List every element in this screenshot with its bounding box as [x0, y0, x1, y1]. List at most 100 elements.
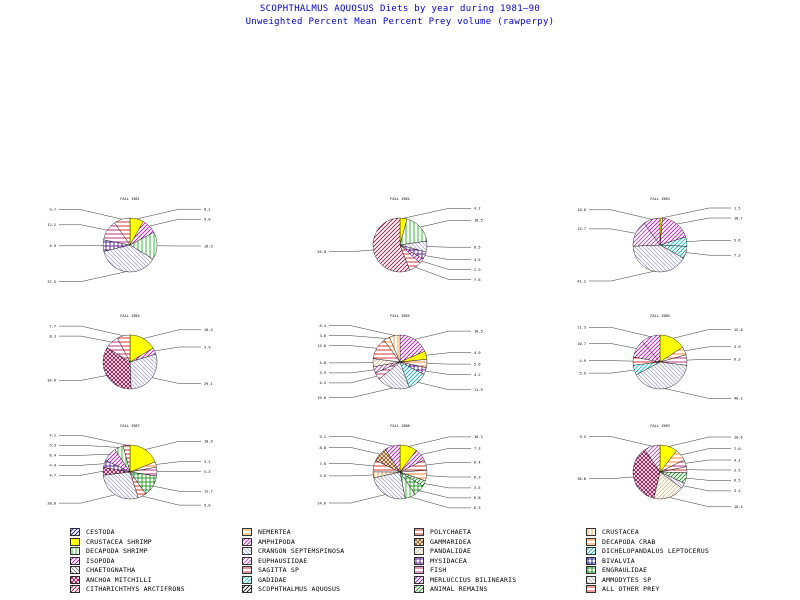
data-label: 4.3: [734, 458, 741, 462]
legend-swatch: [414, 575, 424, 584]
data-label: 5.9: [580, 371, 587, 375]
legend-label: FISH: [430, 566, 447, 574]
leader-line: [680, 448, 731, 456]
legend-swatch: [242, 566, 252, 574]
legend-swatch: [586, 528, 596, 536]
legend-swatch: [586, 556, 596, 565]
data-label: 3.5: [734, 468, 741, 472]
pie-chart: FALL 1986 15.8 4.9 6.3 40.2 11.3 10.7 4.9 5.9: [577, 314, 742, 401]
data-label: 18.9: [204, 440, 213, 444]
data-label: 36.8: [577, 477, 586, 481]
pie-chart: FALL 1983 1.5 18.7 5.6 7.3 10.0 15.7 41.2: [577, 197, 742, 283]
leader-line: [329, 387, 393, 398]
data-label: 6.5: [474, 246, 481, 250]
leader-line: [589, 228, 636, 234]
leader-line: [59, 271, 126, 282]
legend-label: SAGITTA SP: [258, 566, 300, 574]
leader-line: [686, 359, 731, 361]
pie-slice: [389, 334, 401, 363]
data-label: 4.2: [474, 373, 481, 377]
pie-slice: [122, 444, 131, 473]
legend-label: DICHELOPANDALUS LEPTOCERUS: [602, 547, 709, 555]
data-label: 4.7: [50, 474, 57, 478]
data-label: 4.2: [474, 207, 481, 211]
legend-swatch: [70, 528, 80, 536]
data-label: 4.4: [50, 464, 57, 468]
legend-label: ANIMAL REMAINS: [430, 585, 488, 593]
pie-title: FALL 1989: [650, 424, 669, 428]
legend-label: DECAPODA SHRIMP: [86, 547, 148, 555]
leader-line: [415, 267, 471, 280]
data-label: 34.6: [47, 379, 56, 383]
data-label: 12.7: [204, 490, 213, 494]
leader-line: [136, 208, 201, 220]
data-label: 3.9: [204, 345, 211, 349]
data-label: 10.6: [734, 435, 743, 439]
data-label: 15.8: [734, 328, 743, 332]
legend-swatch: [242, 528, 252, 536]
leader-line: [684, 346, 731, 352]
data-label: 16.4: [204, 328, 213, 332]
data-label: 55.8: [317, 250, 326, 254]
leader-line: [589, 436, 653, 447]
pie-slice: [635, 361, 688, 390]
legend-label: PANDALIDAE: [430, 547, 472, 555]
data-label: 9.0: [204, 218, 211, 222]
pie-title: FALL 1983: [650, 197, 669, 201]
leader-line: [420, 448, 471, 455]
leader-line: [59, 375, 107, 381]
data-label: 5.3: [50, 444, 57, 448]
legend-swatch: [586, 575, 596, 584]
data-label: 3.3: [734, 489, 741, 493]
data-label: 7.6: [474, 278, 481, 282]
legend-swatch: [70, 585, 80, 593]
data-label: 11.3: [577, 326, 586, 330]
legend-label: MERLUCCIUS BILINEARIS: [430, 575, 517, 584]
leader-line: [417, 382, 471, 390]
leader-line: [151, 377, 201, 384]
data-label: 3.9: [320, 371, 327, 375]
data-label: 10.0: [577, 208, 586, 212]
data-label: 8.4: [50, 454, 57, 458]
data-label: 8.8: [320, 446, 327, 450]
leader-line: [424, 483, 471, 489]
data-label: 19.6: [317, 396, 326, 400]
data-label: 18.5: [474, 329, 483, 333]
data-label: 4.1: [50, 434, 57, 438]
leader-line: [329, 376, 378, 384]
leader-line: [685, 252, 731, 256]
data-label: 4.2: [320, 381, 327, 385]
leader-line: [683, 485, 731, 492]
leader-line: [421, 260, 471, 270]
data-label: 6.4: [320, 324, 327, 328]
data-label: 5.0: [204, 503, 211, 507]
pie-title: FALL 1986: [650, 314, 669, 318]
data-label: 3.2: [204, 460, 211, 464]
leader-line: [676, 217, 731, 225]
leader-line: [419, 490, 471, 499]
leader-line: [59, 325, 124, 336]
leader-line: [59, 471, 104, 476]
legend-swatch: [70, 575, 80, 584]
legend-swatch: [414, 556, 424, 565]
leader-line: [59, 335, 112, 343]
pie-slice: [129, 353, 158, 390]
leader-line: [589, 209, 652, 220]
data-label: 4.9: [580, 359, 587, 363]
leader-line: [403, 208, 471, 219]
pie-slice: [117, 334, 131, 363]
data-label: 8.3: [50, 334, 57, 338]
data-label: 5.3: [204, 470, 211, 474]
leader-line: [408, 436, 471, 447]
legend-swatch: [70, 556, 80, 565]
leader-line: [669, 497, 731, 507]
legend-label: CRANGON SEPTEMSPINOSA: [258, 547, 345, 555]
chart-subtitle: Unweighted Percent Mean Percent Prey vol…: [245, 17, 555, 27]
pie-chart: FALL 1987 18.9 3.2 5.3 12.7 5.0 4.1 5.3 8.4 4.4 4.…: [47, 424, 212, 507]
data-label: 4.9: [474, 351, 481, 355]
data-label: 16.5: [204, 244, 213, 248]
leader-line: [589, 327, 651, 337]
legend-swatch: [242, 556, 252, 565]
leader-line: [410, 496, 471, 509]
chart-title: SCOPHTHALMUS AQUOSUS Diets by year durin…: [259, 4, 541, 14]
